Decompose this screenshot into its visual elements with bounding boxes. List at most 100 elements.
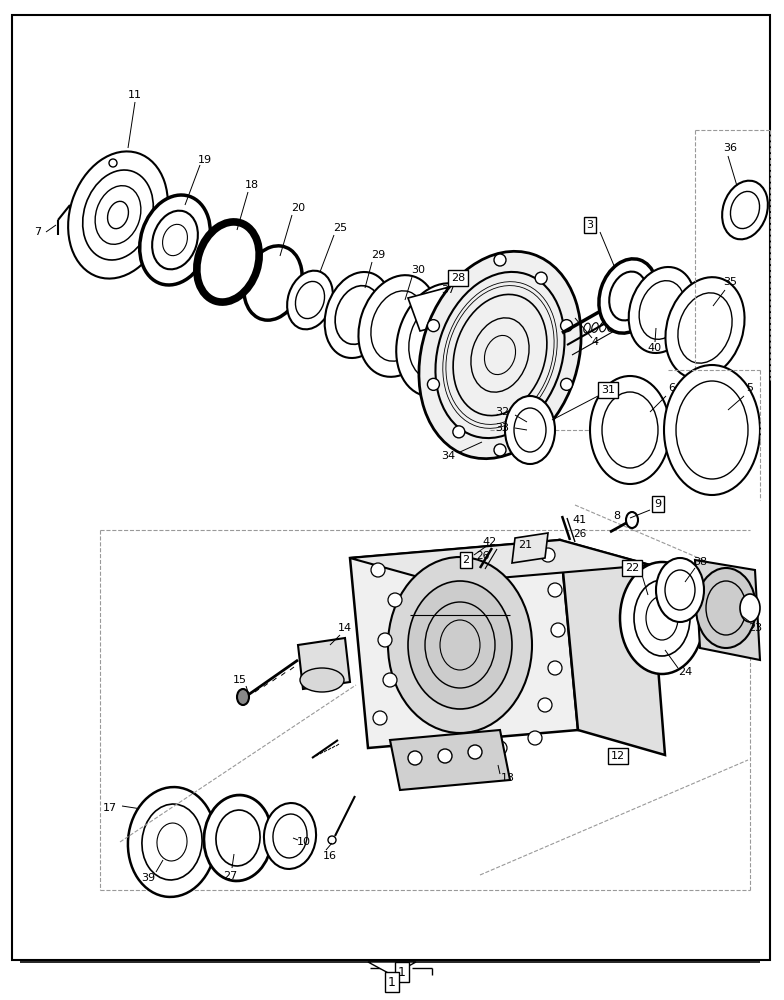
Ellipse shape	[237, 689, 249, 705]
Text: 1: 1	[398, 966, 406, 978]
Text: 22: 22	[625, 563, 639, 573]
Ellipse shape	[599, 259, 657, 333]
Ellipse shape	[626, 512, 638, 528]
Text: 26: 26	[477, 551, 490, 561]
Text: 37: 37	[441, 285, 455, 295]
Circle shape	[438, 749, 452, 763]
Polygon shape	[390, 730, 510, 790]
Ellipse shape	[68, 151, 168, 279]
Text: 42: 42	[483, 537, 497, 547]
Text: 14: 14	[338, 623, 352, 633]
Circle shape	[528, 731, 542, 745]
Ellipse shape	[388, 557, 532, 733]
Ellipse shape	[666, 277, 745, 379]
Circle shape	[328, 836, 336, 844]
Circle shape	[548, 661, 562, 675]
Circle shape	[551, 623, 565, 637]
Ellipse shape	[197, 222, 260, 302]
Text: 40: 40	[648, 343, 662, 353]
Text: 27: 27	[223, 871, 237, 881]
Polygon shape	[298, 638, 350, 689]
Text: 35: 35	[723, 277, 737, 287]
Polygon shape	[560, 540, 665, 755]
Ellipse shape	[590, 376, 670, 484]
Text: 32: 32	[495, 407, 509, 417]
Circle shape	[383, 673, 397, 687]
Text: 23: 23	[748, 623, 762, 633]
Circle shape	[561, 378, 572, 390]
Text: 30: 30	[411, 265, 425, 275]
Text: 10: 10	[297, 837, 311, 847]
Circle shape	[494, 254, 506, 266]
Polygon shape	[408, 282, 480, 331]
Ellipse shape	[300, 668, 344, 692]
Text: 20: 20	[291, 203, 305, 213]
Polygon shape	[695, 560, 760, 660]
Text: 1: 1	[388, 976, 396, 988]
Ellipse shape	[408, 581, 512, 709]
Ellipse shape	[204, 795, 272, 881]
Circle shape	[541, 548, 555, 562]
Circle shape	[535, 272, 547, 284]
Text: 33: 33	[495, 423, 509, 433]
Text: 26: 26	[573, 529, 586, 539]
Circle shape	[535, 426, 547, 438]
Circle shape	[413, 738, 427, 752]
Ellipse shape	[722, 181, 768, 239]
Ellipse shape	[696, 568, 756, 648]
Ellipse shape	[629, 267, 695, 353]
Circle shape	[408, 751, 422, 765]
Text: 6: 6	[669, 383, 676, 393]
Ellipse shape	[419, 251, 581, 459]
Text: 15: 15	[233, 675, 247, 685]
Circle shape	[453, 272, 465, 284]
Text: 17: 17	[103, 803, 117, 813]
Ellipse shape	[287, 271, 333, 329]
Circle shape	[373, 711, 387, 725]
Ellipse shape	[128, 787, 216, 897]
Circle shape	[453, 743, 467, 757]
Polygon shape	[350, 540, 650, 583]
Circle shape	[538, 698, 552, 712]
Text: 11: 11	[128, 90, 142, 100]
Text: 9: 9	[655, 499, 662, 509]
Text: 34: 34	[441, 451, 455, 461]
Text: 28: 28	[451, 273, 465, 283]
Circle shape	[427, 378, 439, 390]
Circle shape	[493, 741, 507, 755]
Ellipse shape	[740, 594, 760, 622]
Text: 16: 16	[323, 851, 337, 861]
Ellipse shape	[620, 562, 704, 674]
Text: 18: 18	[245, 180, 259, 190]
Ellipse shape	[656, 558, 704, 622]
Circle shape	[468, 745, 482, 759]
Ellipse shape	[396, 283, 484, 397]
Polygon shape	[512, 533, 548, 563]
Ellipse shape	[140, 195, 210, 285]
Text: 21: 21	[518, 540, 532, 550]
Text: 39: 39	[141, 873, 155, 883]
Circle shape	[453, 426, 465, 438]
Text: 41: 41	[573, 515, 587, 525]
Text: 8: 8	[613, 511, 621, 521]
Text: 7: 7	[34, 227, 42, 237]
Text: 31: 31	[601, 385, 615, 395]
Polygon shape	[368, 962, 416, 975]
Circle shape	[548, 583, 562, 597]
Ellipse shape	[505, 396, 555, 464]
Text: 2: 2	[463, 555, 470, 565]
Circle shape	[371, 563, 385, 577]
Circle shape	[427, 320, 439, 332]
Circle shape	[561, 320, 572, 332]
Text: 4: 4	[591, 337, 598, 347]
Text: 24: 24	[678, 667, 692, 677]
Text: 19: 19	[198, 155, 212, 165]
Ellipse shape	[264, 803, 316, 869]
Ellipse shape	[325, 272, 391, 358]
Circle shape	[388, 593, 402, 607]
Circle shape	[494, 444, 506, 456]
Ellipse shape	[664, 365, 760, 495]
Text: 12: 12	[611, 751, 625, 761]
Ellipse shape	[358, 275, 437, 377]
Text: 13: 13	[501, 773, 515, 783]
